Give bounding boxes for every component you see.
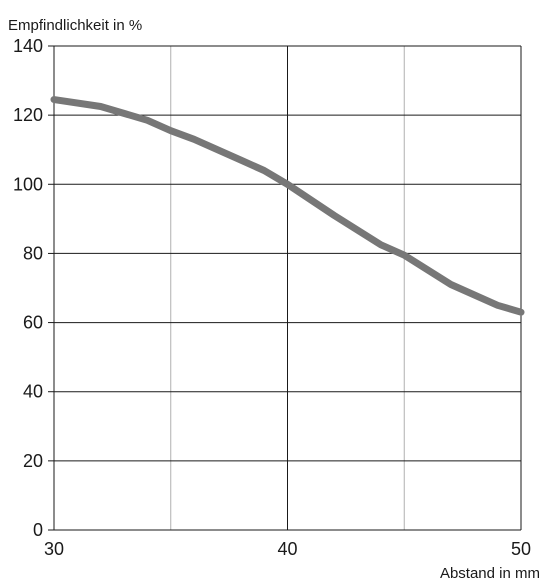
axis-ticks: 0 20 40 60 80 100 120 140 30 40 50 [13,36,531,559]
x-tick-label: 50 [511,539,531,559]
x-tick-label: 30 [44,539,64,559]
y-tick-label: 80 [23,243,43,263]
y-tick-label: 40 [23,382,43,402]
x-axis-title: Abstand in mm [440,565,540,582]
x-tick-label: 40 [277,539,297,559]
y-tick-label: 100 [13,174,43,194]
y-tick-label: 140 [13,36,43,56]
y-tick-label: 0 [33,520,43,540]
y-tick-label: 60 [23,313,43,333]
series-line [50,96,525,316]
y-axis-title: Empfindlichkeit in % [8,17,142,34]
y-tick-label: 20 [23,451,43,471]
series-layer [50,96,525,316]
y-tick-label: 120 [13,105,43,125]
